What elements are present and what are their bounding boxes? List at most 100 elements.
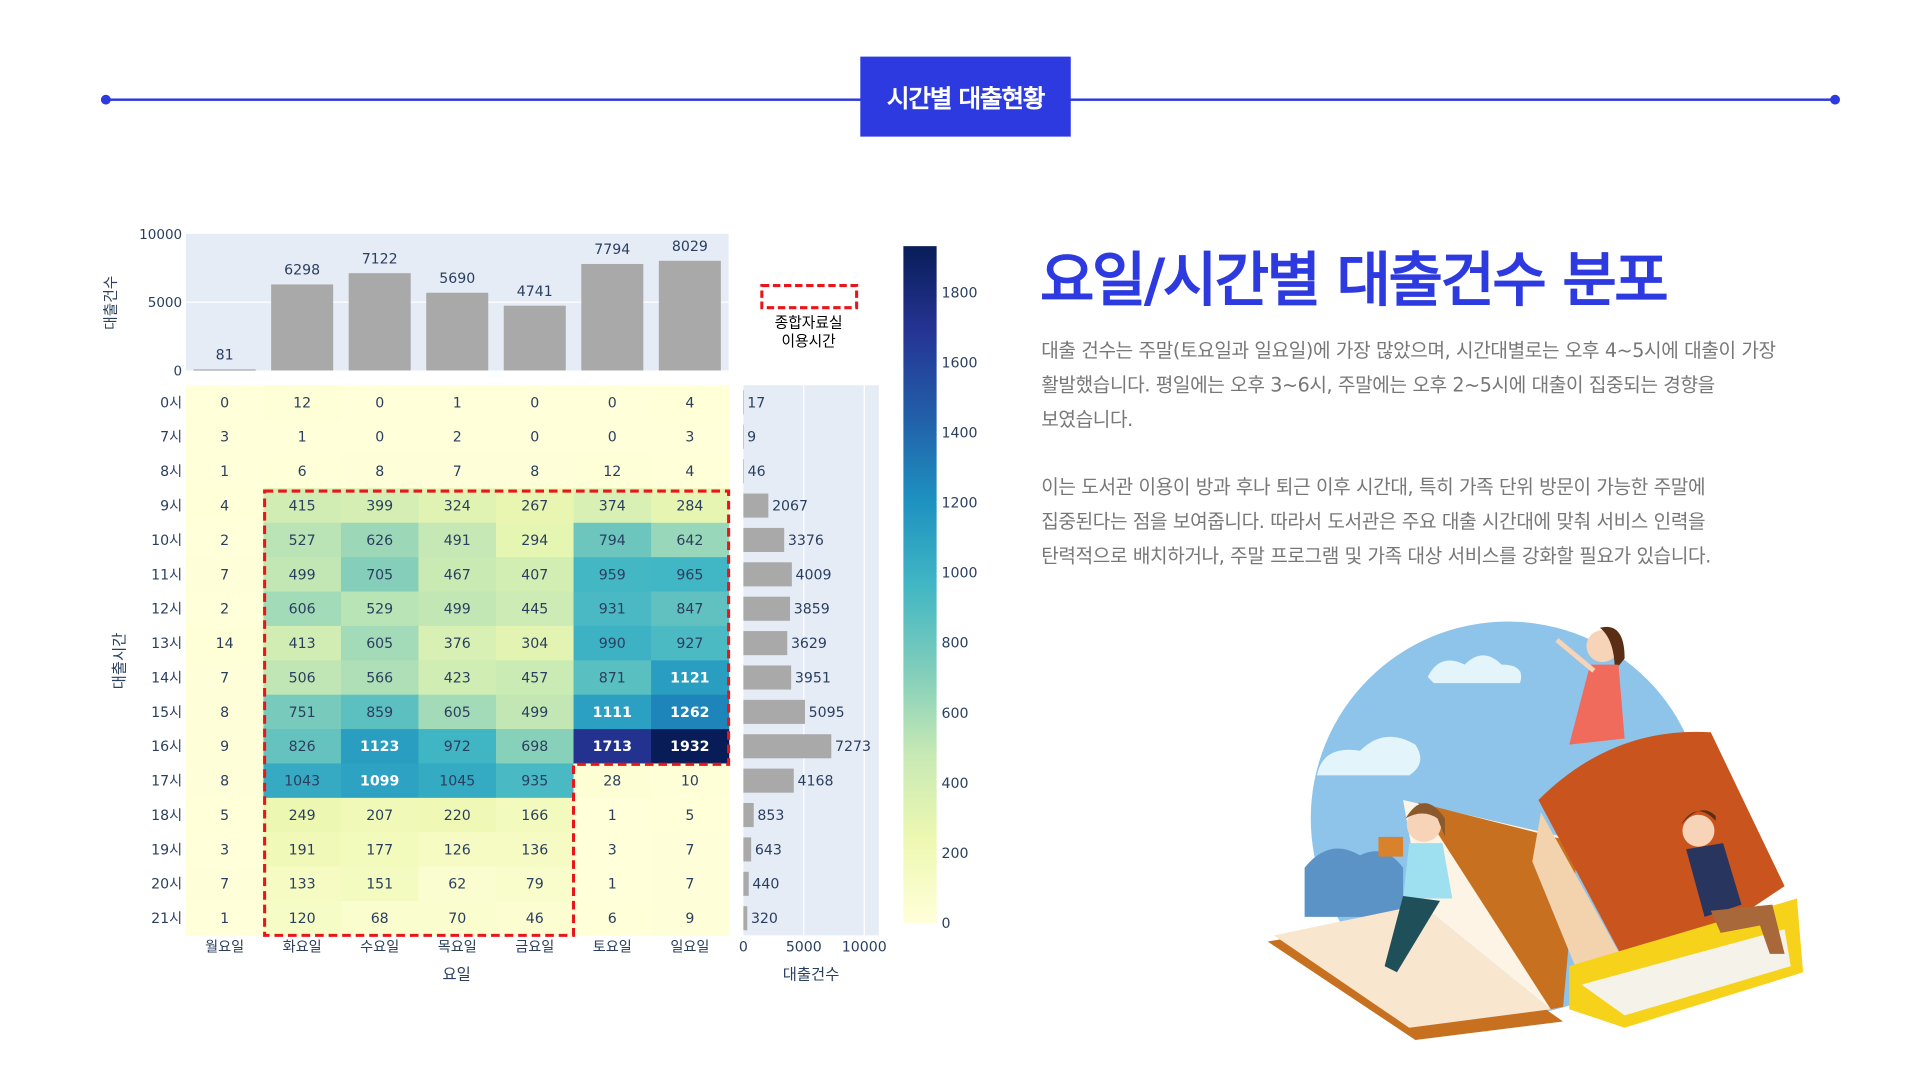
heatmap-cell [340,832,420,868]
side-bar [743,837,752,862]
hour-tick: 16시 [151,739,182,755]
heatmap-cell [495,419,575,455]
heatmap-cell [418,729,497,765]
heatmap-cell-value: 1 [608,808,617,824]
heatmap-cell [651,900,730,936]
heatmap-cell [263,488,342,524]
heatmap-cell-value: 990 [599,636,626,652]
day-tick: 화요일 [283,939,322,955]
heatmap-cell [418,625,497,661]
heatmap-cell-value: 324 [444,498,471,514]
heatmap-cell [263,385,342,421]
heatmap-cell-value: 407 [521,567,548,583]
side-bar-label: 46 [748,464,766,480]
heatmap-cell-value: 0 [375,395,384,411]
heatmap-cell-value: 2 [220,602,229,618]
colorbar-tick: 800 [942,636,969,652]
heatmap-cell-value: 529 [366,602,393,618]
side-bar-xlabel: 대출건수 [783,966,840,984]
heatmap-cell-value: 1 [453,395,462,411]
top-bar-label: 8029 [672,239,708,255]
y-axis-label: 대출시간 [110,633,128,690]
heatmap-cell-value: 70 [448,911,466,927]
heatmap-cell-value: 751 [289,705,316,721]
heatmap-cell-value: 249 [289,808,316,824]
heatmap-cell-value: 871 [599,670,626,686]
side-bar-label: 3376 [788,533,824,549]
heatmap-cell [340,625,420,661]
heatmap-cell-value: 0 [220,395,229,411]
heatmap-cell [495,694,575,730]
heatmap-cell [340,660,420,696]
side-bar-label: 5095 [809,705,845,721]
heatmap-cell-value: 3 [220,430,229,446]
top-bar-label: 7794 [594,242,630,258]
side-bar-label: 3951 [795,670,831,686]
heatmap-cell [495,660,575,696]
colorbar-tick: 1600 [942,355,978,371]
heatmap-cell-value: 284 [676,498,703,514]
heatmap-cell [573,625,652,661]
heatmap-cell-value: 7 [453,464,462,480]
heatmap-cell [573,694,652,730]
heatmap-cell [651,729,730,765]
heatmap-cell-value: 499 [521,705,548,721]
heatmap-cell-value: 46 [526,911,544,927]
side-bar-label: 2067 [772,498,808,514]
side-bar-label: 643 [755,842,782,858]
highlight-legend-swatch [760,283,859,310]
side-bar [743,665,792,690]
heatmap-cell [495,866,575,902]
heatmap-cell-value: 605 [366,636,393,652]
heatmap-cell [573,522,652,558]
heatmap-cell-value: 8 [220,774,229,790]
heatmap-cell-value: 7 [685,877,694,893]
heatmap-cell-value: 1713 [593,739,632,755]
heatmap-cell [185,557,264,593]
heatmap-cell [573,660,652,696]
heatmap-cell-value: 3 [608,842,617,858]
heatmap-cell-value: 457 [521,670,548,686]
heatmap-cell-value: 62 [448,877,466,893]
heatmap-cell-value: 605 [444,705,471,721]
heatmap-cell [263,660,342,696]
heatmap-cell [340,488,420,524]
heatmap-cell [263,866,342,902]
heatmap-cell [185,729,264,765]
heatmap-cell [263,832,342,868]
header-divider-right [1069,98,1836,101]
heatmap-cell-value: 136 [521,842,548,858]
side-bar [743,562,792,587]
heatmap-cell-value: 1 [298,430,307,446]
heatmap-cell [418,763,497,799]
heatmap-cell [340,557,420,593]
colorbar-tick: 0 [942,916,951,932]
heatmap-cell-value: 399 [366,498,393,514]
heatmap-cell [185,763,264,799]
top-bar-ytick: 0 [174,363,183,379]
heatmap-cell-value: 0 [608,430,617,446]
heatmap-cell [651,522,730,558]
heatmap-cell [185,591,264,627]
heatmap-cell-value: 7 [220,877,229,893]
heatmap-cell [573,900,652,936]
colorbar-tick: 1800 [942,285,978,301]
heatmap-cell-value: 126 [444,842,471,858]
heatmap-cell-value: 1 [608,877,617,893]
library-illustration [1267,621,1804,1040]
heatmap-cell-value: 2 [453,430,462,446]
hour-tick: 20시 [151,877,182,893]
paragraph-line: 대출 건수는 주말(토요일과 일요일)에 가장 많았으며, 시간대별로는 오후 … [1041,339,1776,362]
heatmap-cell [185,419,264,455]
heatmap-cell-value: 826 [289,739,316,755]
heatmap-cell-value: 3 [220,842,229,858]
heatmap-cell-value: 14 [216,636,234,652]
heatmap-cell [651,625,730,661]
side-bar-label: 3859 [794,602,830,618]
heatmap-cell-value: 859 [366,705,393,721]
heatmap-cell [495,625,575,661]
heatmap-cell-value: 6 [298,464,307,480]
heatmap-cell [495,385,575,421]
